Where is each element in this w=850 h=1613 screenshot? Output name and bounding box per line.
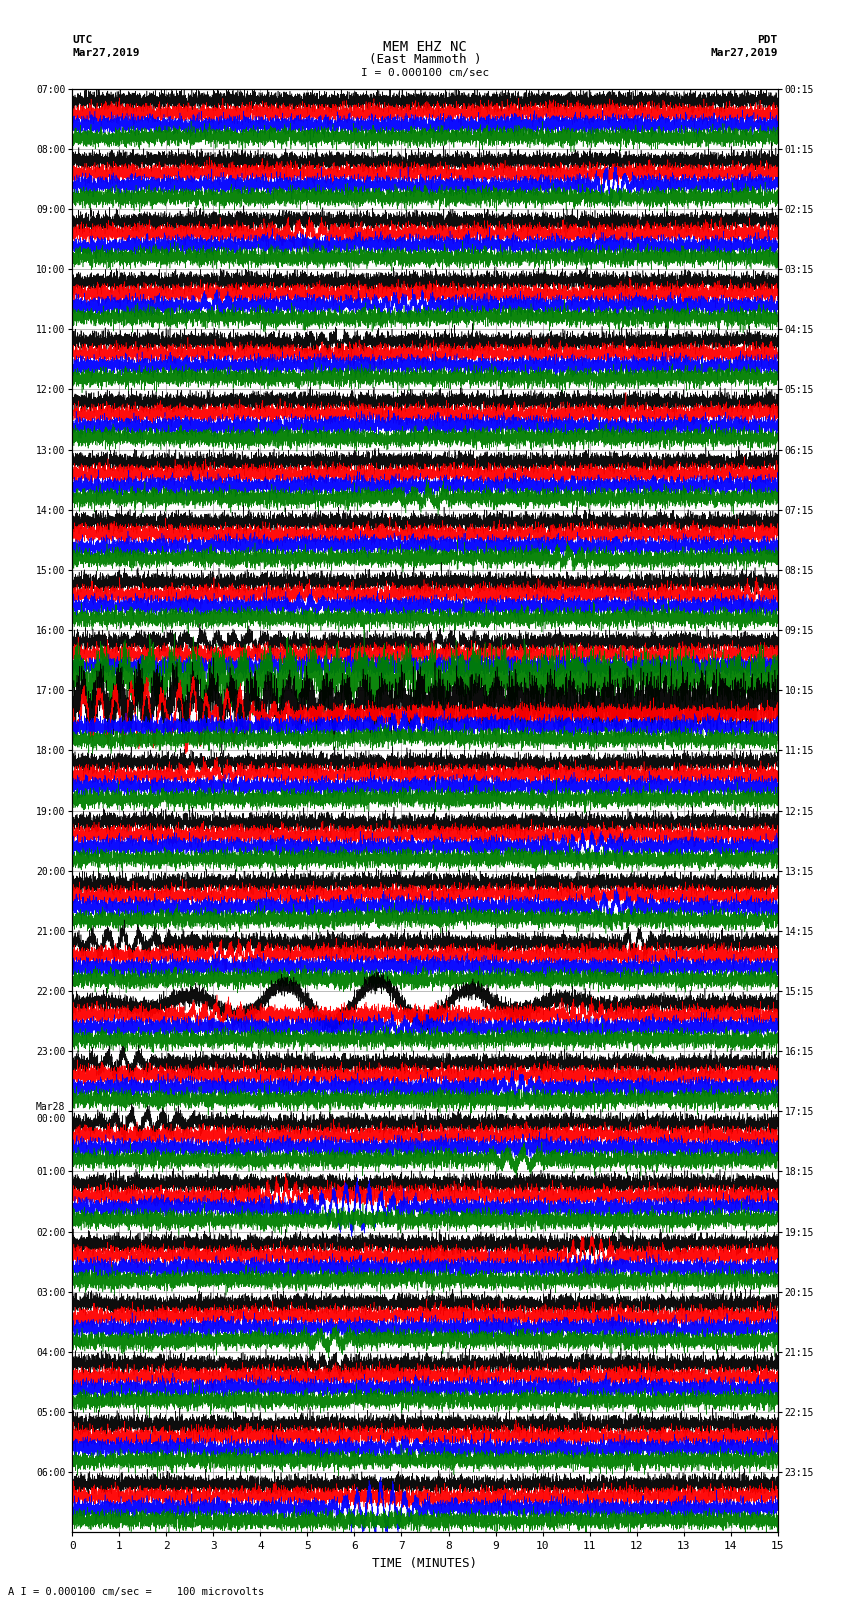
X-axis label: TIME (MINUTES): TIME (MINUTES) (372, 1557, 478, 1569)
Text: UTC: UTC (72, 35, 93, 45)
Text: A I = 0.000100 cm/sec =    100 microvolts: A I = 0.000100 cm/sec = 100 microvolts (8, 1587, 264, 1597)
Text: (East Mammoth ): (East Mammoth ) (369, 53, 481, 66)
Text: PDT: PDT (757, 35, 778, 45)
Text: MEM EHZ NC: MEM EHZ NC (383, 40, 467, 55)
Text: Mar27,2019: Mar27,2019 (711, 48, 778, 58)
Text: I = 0.000100 cm/sec: I = 0.000100 cm/sec (361, 68, 489, 77)
Text: Mar27,2019: Mar27,2019 (72, 48, 139, 58)
